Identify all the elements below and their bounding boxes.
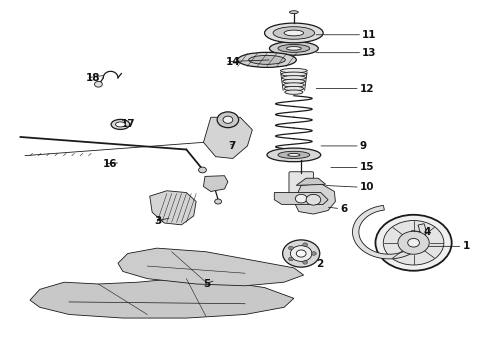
Polygon shape [294,184,335,214]
Text: 18: 18 [86,73,101,83]
Polygon shape [274,193,328,204]
Circle shape [198,167,206,173]
Circle shape [283,240,320,267]
Text: 10: 10 [360,182,374,192]
Circle shape [303,261,308,264]
Ellipse shape [283,83,304,87]
Ellipse shape [288,153,300,156]
Circle shape [223,116,233,123]
Text: 3: 3 [155,216,162,226]
Ellipse shape [273,27,315,39]
Text: 12: 12 [360,84,374,94]
Ellipse shape [248,55,285,64]
Text: 14: 14 [225,57,240,67]
Ellipse shape [283,79,305,84]
Text: 9: 9 [360,141,367,151]
Text: 8: 8 [206,177,213,187]
Ellipse shape [281,72,307,76]
Circle shape [296,250,306,257]
Ellipse shape [270,41,318,55]
Circle shape [95,81,102,87]
Circle shape [289,246,294,250]
Ellipse shape [282,76,306,80]
Ellipse shape [287,46,301,50]
Polygon shape [352,206,426,259]
FancyBboxPatch shape [289,172,314,195]
Circle shape [312,252,317,255]
Text: 7: 7 [228,141,235,151]
Ellipse shape [284,86,304,91]
Circle shape [398,231,429,254]
Text: 5: 5 [203,279,211,289]
Ellipse shape [290,11,298,14]
Ellipse shape [278,151,310,158]
Circle shape [295,194,307,203]
Text: 13: 13 [362,48,377,58]
Text: 16: 16 [103,159,118,169]
Circle shape [291,246,312,261]
Polygon shape [296,178,326,185]
Ellipse shape [278,44,310,52]
Ellipse shape [238,52,296,67]
Text: 15: 15 [360,162,374,172]
Ellipse shape [111,120,130,130]
Circle shape [217,112,239,128]
Circle shape [375,215,452,271]
Ellipse shape [280,68,307,73]
Polygon shape [150,191,196,225]
Circle shape [215,199,221,204]
Text: 2: 2 [316,259,323,269]
Circle shape [408,238,419,247]
Text: 6: 6 [340,204,347,214]
Text: 4: 4 [423,227,431,237]
Ellipse shape [284,30,304,36]
Text: 1: 1 [463,241,470,251]
Polygon shape [203,117,252,158]
Ellipse shape [285,90,303,94]
Circle shape [289,257,294,261]
Polygon shape [118,248,304,286]
Circle shape [383,221,444,265]
Ellipse shape [265,23,323,43]
Text: 11: 11 [362,30,377,40]
Polygon shape [30,279,294,318]
Circle shape [306,194,321,205]
Polygon shape [203,176,228,192]
Ellipse shape [116,122,125,127]
Ellipse shape [267,148,321,162]
Circle shape [303,243,308,247]
Text: 17: 17 [121,120,135,129]
